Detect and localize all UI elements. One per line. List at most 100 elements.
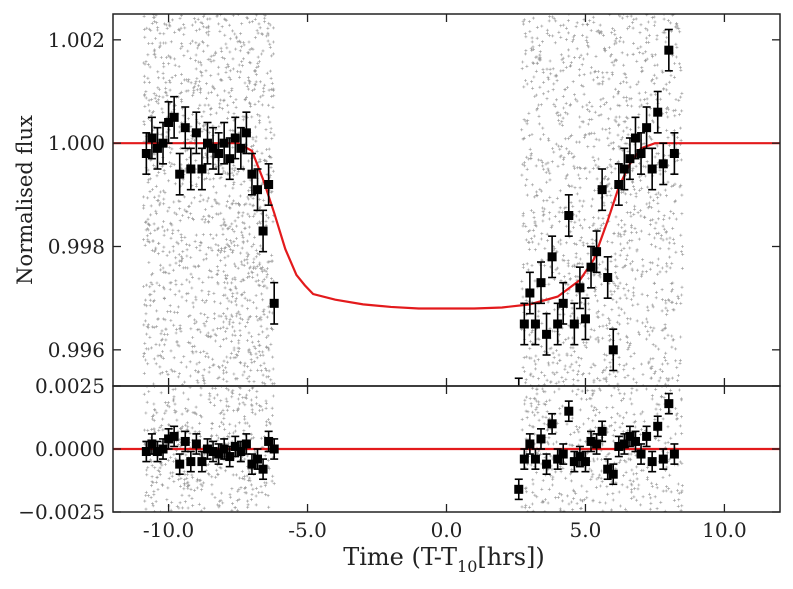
residual-marker-20 [253, 454, 263, 464]
residual-marker-22 [264, 436, 274, 446]
residual-point-15 [225, 445, 235, 468]
binned-marker-42 [614, 180, 624, 189]
residual-point-41 [608, 463, 618, 486]
residual-marker-18 [241, 439, 251, 449]
residual-point-26 [525, 433, 535, 455]
binned-point-49 [653, 90, 663, 134]
bottom-marks [113, 392, 780, 501]
binned-marker-32 [558, 298, 568, 308]
binned-point-44 [625, 137, 635, 181]
residual-point-30 [547, 412, 557, 435]
residual-point-47 [642, 425, 652, 448]
binned-marker-43 [619, 164, 629, 174]
binned-point-8 [186, 147, 196, 191]
binned-marker-18 [241, 128, 251, 138]
top-ytick-label-2: 1.000 [48, 131, 105, 155]
bottom-xtick-label-2: 0.0 [431, 518, 463, 542]
binned-marker-36 [580, 314, 590, 324]
residual-marker-35 [575, 452, 585, 462]
binned-point-23 [269, 281, 279, 325]
binned-point-33 [564, 194, 574, 237]
residual-marker-46 [636, 449, 646, 459]
x-axis-title: Time (T-T10[hrs]) [343, 543, 545, 576]
residual-marker-12 [208, 447, 218, 457]
binned-point-25 [519, 302, 529, 346]
binned-point-10 [197, 147, 207, 191]
residual-point-16 [230, 435, 240, 458]
binned-marker-46 [636, 149, 646, 158]
binned-point-50 [658, 142, 668, 186]
top-panel: 0.996 0.998 1.000 1.002 [48, 13, 781, 387]
binned-point-29 [542, 312, 552, 356]
residual-marker-34 [569, 457, 579, 467]
bottom-ticks: −0.0025 0.0000 0.0025 -10.0 -5.0 0.0 5.0 10.0 [18, 374, 780, 542]
binned-point-4 [164, 101, 174, 144]
residual-point-34 [569, 450, 579, 473]
binned-point-32 [558, 281, 568, 325]
residual-marker-48 [647, 457, 657, 467]
binned-point-5 [169, 95, 179, 139]
binned-point-13 [214, 132, 224, 175]
binned-marker-15 [225, 154, 235, 164]
residual-point-52 [669, 443, 679, 465]
binned-marker-17 [236, 143, 246, 153]
residual-point-11 [202, 438, 212, 460]
binned-marker-50 [658, 159, 668, 169]
binned-marker-40 [603, 273, 613, 282]
binned-point-12 [208, 126, 218, 170]
binned-marker-33 [564, 211, 574, 220]
residual-point-12 [208, 440, 218, 463]
residual-point-40 [603, 458, 613, 481]
binned-point-28 [536, 261, 546, 305]
residual-point-42 [614, 435, 624, 458]
top-marks [113, 28, 780, 386]
binned-point-0 [141, 132, 151, 175]
bottom-xtick-label-4: 10.0 [702, 518, 747, 542]
residual-marker-28 [536, 434, 546, 444]
binned-marker-2 [152, 143, 162, 153]
residual-marker-51 [664, 399, 674, 409]
binned-point-37 [586, 245, 596, 289]
y-axis-title: Normalised flux [13, 115, 37, 285]
bottom-panel-frame [112, 385, 781, 513]
residual-point-24 [514, 478, 524, 501]
binned-point-48 [647, 147, 657, 191]
residual-marker-36 [580, 457, 590, 467]
binned-marker-16 [230, 133, 240, 143]
bottom-ytick-label-2: 0.0025 [35, 374, 105, 398]
binned-point-24 [514, 377, 523, 386]
residual-marker-47 [642, 431, 652, 441]
binned-marker-52 [669, 149, 679, 158]
residual-marker-50 [658, 454, 668, 464]
top-ytick-label-0: 0.996 [48, 338, 105, 362]
residual-marker-42 [614, 441, 624, 451]
residual-point-43 [619, 433, 629, 455]
binned-point-17 [236, 126, 246, 170]
binned-marker-10 [197, 164, 207, 174]
transit-model-line [113, 142, 780, 310]
residual-point-32 [558, 443, 568, 465]
binned-point-52 [669, 132, 679, 175]
binned-point-2 [152, 126, 162, 170]
x-axis-title-main: Time (T-T [343, 543, 457, 571]
binned-marker-51 [664, 45, 674, 55]
residual-point-6 [175, 453, 185, 476]
binned-point-42 [614, 163, 624, 206]
binned-point-38 [592, 230, 602, 274]
binned-point-26 [525, 271, 535, 315]
bottom-ytick-label-1: 0.0000 [35, 437, 105, 461]
bottom-ytick-label-0: −0.0025 [18, 500, 105, 524]
top-ytick-label-1: 0.998 [48, 235, 105, 259]
residual-marker-4 [164, 434, 174, 444]
binned-marker-1 [147, 133, 157, 143]
binned-point-16 [230, 116, 240, 160]
binned-marker-8 [186, 164, 196, 174]
residual-point-28 [536, 428, 546, 450]
residual-marker-31 [553, 454, 563, 464]
binned-marker-38 [592, 247, 602, 257]
binned-marker-34 [569, 319, 579, 329]
binned-marker-3 [158, 138, 168, 148]
x-axis-title-subscript: 10 [457, 557, 477, 576]
binned-marker-22 [264, 180, 274, 189]
bottom-xtick-label-1: -5.0 [288, 518, 327, 542]
